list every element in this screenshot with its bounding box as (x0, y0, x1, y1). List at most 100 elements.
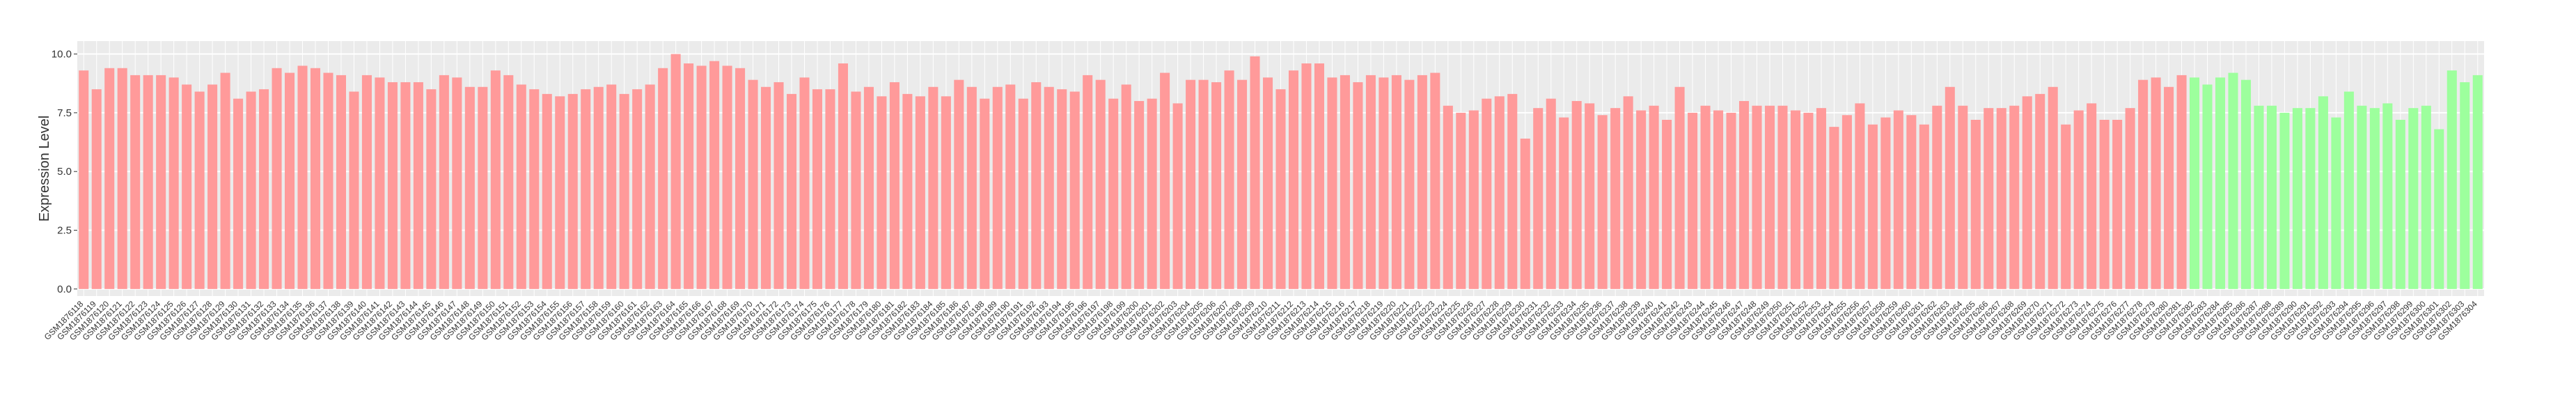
bar (670, 54, 681, 289)
bar (79, 70, 89, 289)
bar (2331, 117, 2341, 289)
bar (2190, 77, 2200, 289)
bar (2369, 108, 2380, 289)
bar (529, 89, 540, 289)
bar (1482, 98, 1492, 289)
bar (1018, 98, 1028, 289)
bar (567, 93, 578, 289)
bar (194, 91, 205, 289)
bar (117, 68, 127, 289)
bar (1275, 89, 1286, 289)
bar (2318, 96, 2328, 289)
bar (1970, 120, 1981, 289)
bar (761, 86, 771, 289)
bar (1649, 105, 1659, 289)
bar (1559, 117, 1569, 289)
bar (2266, 105, 2277, 289)
bar (182, 84, 192, 289)
bar (542, 93, 552, 289)
bar (1919, 124, 1929, 289)
bar (735, 68, 746, 289)
bar (2099, 120, 2110, 289)
bar (992, 86, 1003, 289)
bar (1031, 82, 1042, 289)
bar (954, 79, 964, 289)
bar (581, 89, 591, 289)
bar (285, 72, 295, 289)
bar (1057, 89, 1067, 289)
bar (1108, 98, 1119, 289)
bar (1906, 115, 1917, 289)
bar (1738, 101, 1750, 289)
bar (2061, 124, 2071, 289)
bar (1211, 82, 1222, 289)
bar (658, 68, 668, 289)
bar (2138, 79, 2149, 289)
bar (645, 84, 655, 289)
bar (2022, 96, 2032, 289)
bar (709, 61, 720, 289)
bar (1855, 103, 1865, 289)
bar (233, 98, 244, 289)
bar (1623, 96, 1633, 289)
bar (2292, 108, 2302, 289)
bar (980, 98, 990, 289)
bar (1546, 98, 1556, 289)
bar (1533, 108, 1544, 289)
bar (915, 96, 925, 289)
bar (1391, 75, 1401, 289)
bar (1867, 124, 1878, 289)
bar (1636, 110, 1647, 289)
bar (2434, 129, 2444, 289)
bar (928, 86, 938, 289)
bar (220, 72, 230, 289)
bar (606, 84, 617, 289)
bar (2112, 120, 2123, 289)
bar (2035, 93, 2045, 289)
bar (1095, 79, 1106, 289)
bar (1365, 75, 1376, 289)
bar (2073, 110, 2084, 289)
bar (1134, 101, 1145, 289)
bar (1443, 105, 1453, 289)
bar (2164, 86, 2174, 289)
bar (349, 91, 359, 289)
bar (1172, 103, 1183, 289)
bar (1932, 105, 1942, 289)
bar (1713, 110, 1724, 289)
bar (1301, 63, 1312, 289)
y-tick-label: 0.0 (57, 283, 72, 295)
bar (2215, 77, 2226, 289)
bar (1571, 101, 1582, 289)
bar (773, 82, 784, 289)
bar (632, 89, 643, 289)
bar (2202, 84, 2213, 289)
bar (2240, 79, 2252, 289)
bar (799, 77, 810, 289)
bar (1803, 112, 1814, 289)
bar (1880, 117, 1891, 289)
bar (1314, 63, 1324, 289)
bar (1005, 84, 1016, 289)
bar (1198, 79, 1209, 289)
bar (272, 68, 282, 289)
bar (619, 93, 629, 289)
bar (413, 82, 423, 289)
bar (400, 82, 411, 289)
bar (1468, 110, 1479, 289)
bar (684, 63, 694, 289)
bar (1417, 75, 1427, 289)
bar (1224, 70, 1234, 289)
bar (1327, 77, 1337, 289)
bar (2305, 108, 2316, 289)
bar (593, 86, 604, 289)
bar (2382, 103, 2393, 289)
bar (2343, 91, 2354, 289)
bar (1237, 79, 1248, 289)
bar (104, 68, 115, 289)
bar (1958, 105, 1968, 289)
bar (889, 82, 900, 289)
bar (2228, 72, 2238, 289)
bar (555, 96, 565, 289)
